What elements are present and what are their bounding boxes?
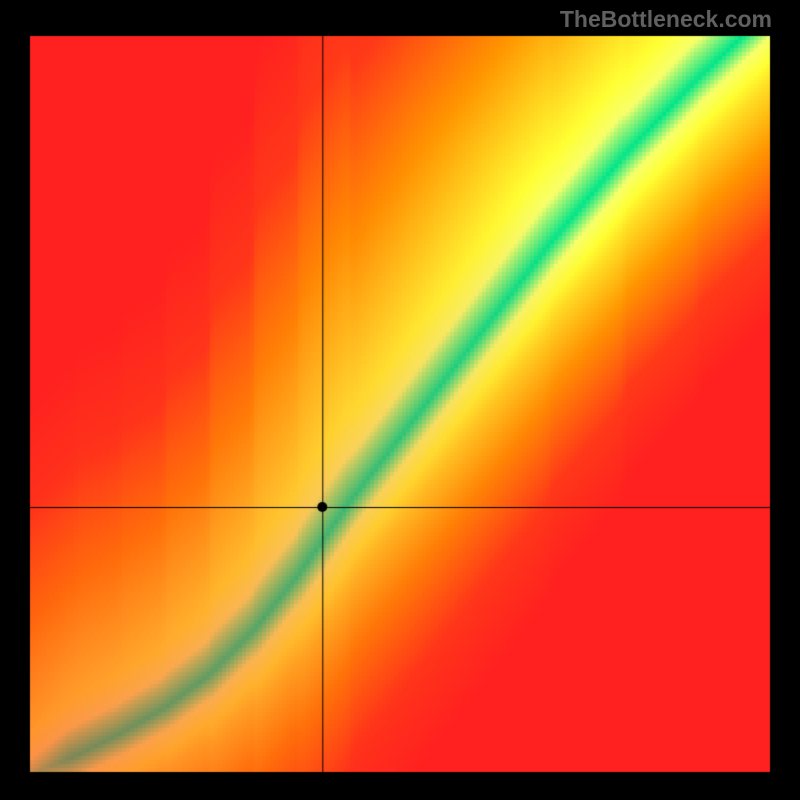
watermark-text: TheBottleneck.com	[560, 6, 772, 33]
chart-container	[0, 0, 800, 800]
bottleneck-heatmap	[0, 0, 800, 800]
